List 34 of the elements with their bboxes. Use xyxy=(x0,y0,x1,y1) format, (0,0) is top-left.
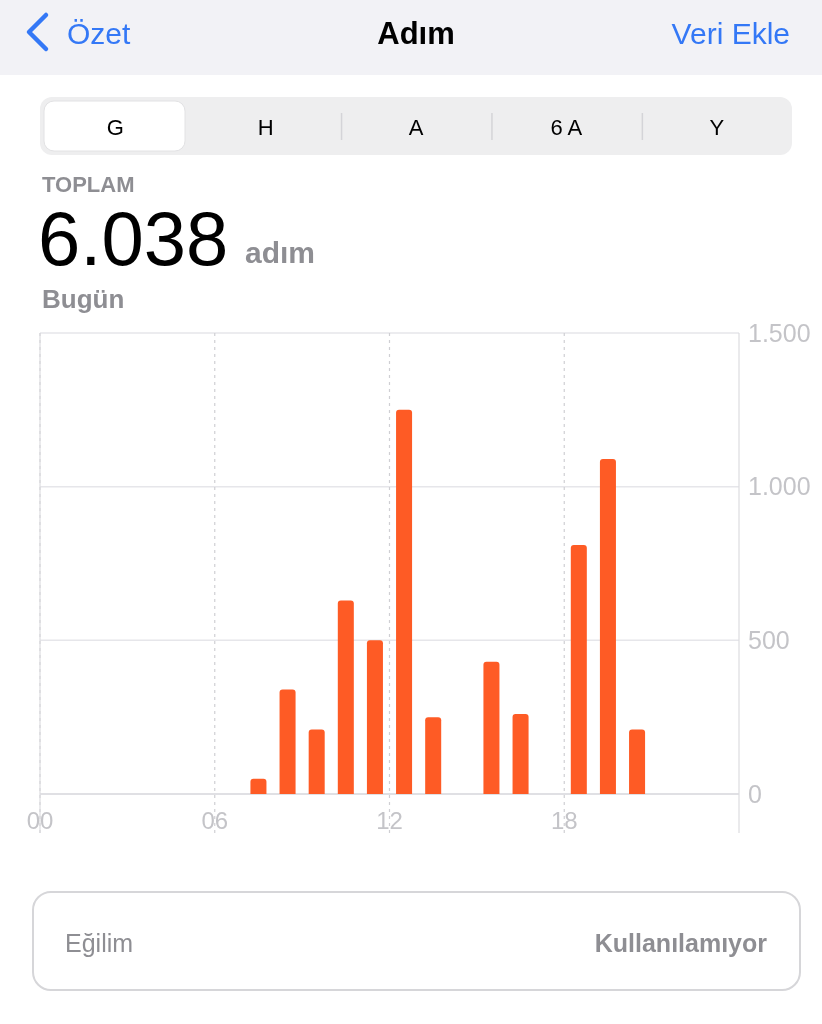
text: adım xyxy=(245,236,316,269)
y-tick-label: 1.500 xyxy=(748,318,811,347)
y-tick-label: 500 xyxy=(748,626,790,655)
text: Y xyxy=(709,115,725,140)
bar xyxy=(308,729,325,794)
x-tick-label: 00 xyxy=(26,807,54,834)
text: A xyxy=(408,115,424,140)
bar xyxy=(366,640,383,794)
bar xyxy=(512,714,529,794)
bar xyxy=(337,600,354,794)
y-tick-label: 0 xyxy=(748,779,762,808)
x-tick-label: 18 xyxy=(550,807,578,834)
text: TOPLAM xyxy=(42,172,135,197)
text: Veri Ekle xyxy=(671,17,790,50)
text: Bugün xyxy=(42,284,125,314)
bar xyxy=(570,545,587,794)
text: 6.038 xyxy=(38,196,229,281)
bar xyxy=(425,717,442,794)
text: 6 A xyxy=(550,115,583,140)
text: Özet xyxy=(67,17,132,50)
bar xyxy=(629,729,646,794)
y-tick-label: 1.000 xyxy=(748,472,811,501)
text: Kullanılamıyor xyxy=(594,929,768,957)
text: H xyxy=(257,115,274,140)
bar xyxy=(483,661,500,794)
bar xyxy=(279,689,296,794)
text: Eğilim xyxy=(65,929,134,957)
chart-title: Adım xyxy=(377,16,455,51)
x-tick-label: 12 xyxy=(376,807,403,834)
bar xyxy=(250,778,267,794)
bar xyxy=(396,409,413,794)
x-tick-label: 06 xyxy=(201,807,229,834)
bar xyxy=(599,459,616,794)
text: G xyxy=(106,115,124,140)
